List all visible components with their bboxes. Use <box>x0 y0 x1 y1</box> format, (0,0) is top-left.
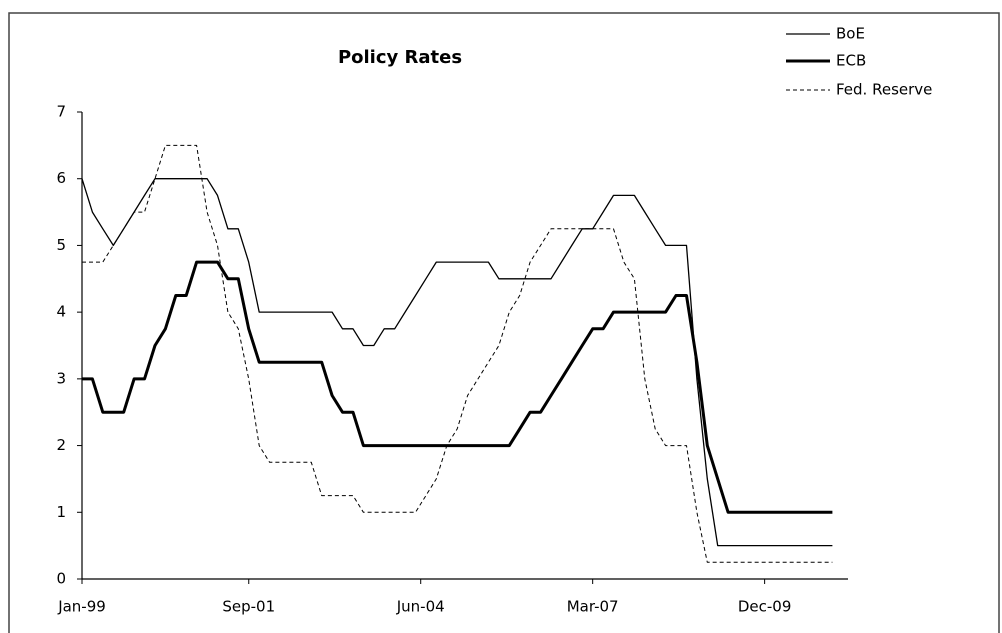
legend-label: ECB <box>836 52 866 70</box>
y-tick-label: 6 <box>56 169 66 187</box>
y-tick-label: 7 <box>56 103 66 121</box>
series-line <box>82 144 833 563</box>
x-tick-label: Jan-99 <box>57 598 106 616</box>
series-line <box>82 260 833 514</box>
y-tick-label: 3 <box>56 369 66 387</box>
chart-frame <box>8 12 1000 633</box>
series-line <box>81 178 833 547</box>
legend-label: BoE <box>836 25 865 43</box>
y-tick-label: 4 <box>56 303 66 321</box>
y-tick-label: 5 <box>56 236 66 254</box>
x-tick-label: Dec-09 <box>738 598 792 616</box>
chart-title: Policy Rates <box>338 47 462 68</box>
y-tick-label: 0 <box>56 570 66 588</box>
x-tick-label: Sep-01 <box>222 598 275 616</box>
y-tick-label: 2 <box>56 436 66 454</box>
x-tick-label: Mar-07 <box>567 598 619 616</box>
x-tick-label: Jun-04 <box>396 598 445 616</box>
legend-label: Fed. Reserve <box>836 81 932 99</box>
y-tick-label: 1 <box>56 503 66 521</box>
